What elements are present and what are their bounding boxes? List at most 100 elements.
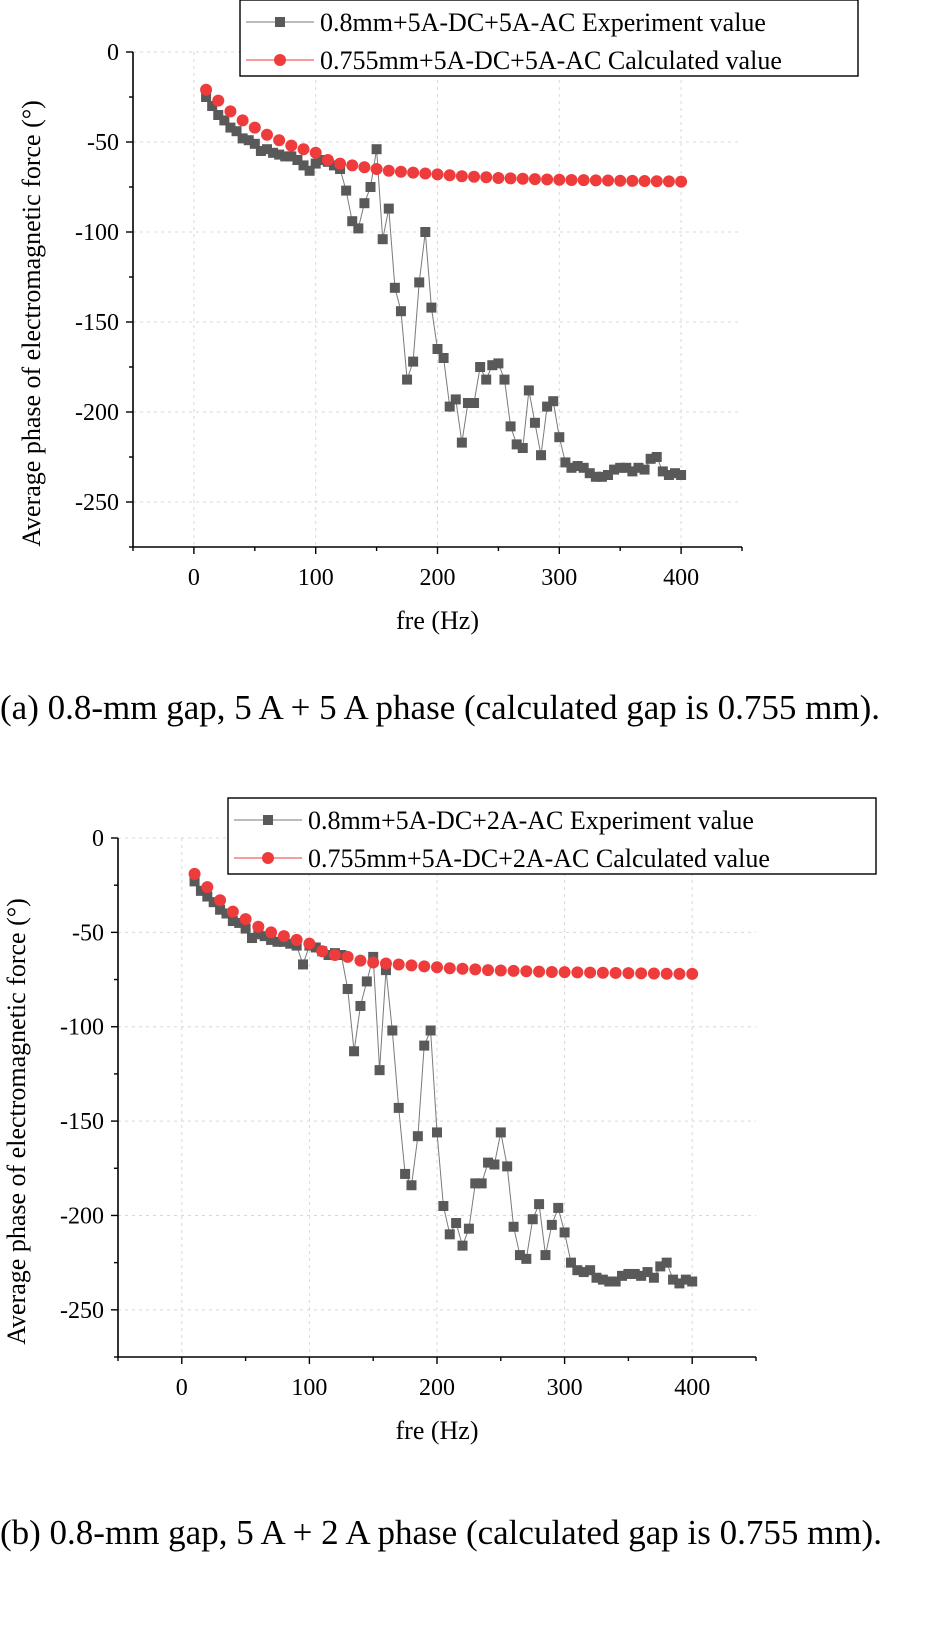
data-point-square: [387, 1025, 398, 1036]
data-point-square: [456, 437, 467, 448]
data-point-square: [462, 398, 473, 408]
data-point-circle: [290, 933, 303, 946]
data-point-circle: [407, 166, 420, 179]
data-point-circle: [394, 165, 407, 178]
data-point-square: [304, 165, 315, 176]
data-point-circle: [589, 174, 602, 187]
x-tick-label: 0: [176, 1375, 188, 1401]
data-point-circle: [443, 169, 456, 182]
data-point-square: [395, 306, 406, 317]
data-point-circle: [443, 962, 456, 975]
data-point-circle: [635, 967, 648, 980]
data-point-circle: [507, 964, 520, 977]
x-tick-label: 400: [674, 1375, 710, 1401]
data-point-circle: [419, 167, 432, 180]
data-point-circle: [533, 965, 546, 978]
legend-marker-circle: [262, 852, 274, 864]
data-point-square: [380, 965, 391, 976]
y-axis-label: Average phase of electromagnetic force (…: [17, 100, 46, 547]
data-point-square: [610, 1276, 621, 1287]
data-point-square: [648, 1272, 659, 1283]
x-tick-label: 200: [419, 1375, 455, 1401]
data-point-square: [674, 1278, 685, 1289]
data-point-square: [280, 151, 291, 162]
data-point-square: [432, 344, 443, 354]
data-point-square: [412, 1131, 423, 1142]
data-point-circle: [545, 965, 558, 978]
data-point-square: [521, 1253, 532, 1264]
data-point-square: [444, 401, 455, 412]
data-point-square: [207, 101, 218, 111]
data-point-circle: [565, 173, 578, 186]
data-point-square: [657, 466, 668, 477]
data-point-square: [246, 933, 257, 944]
data-point-square: [475, 362, 486, 372]
figure-caption-a: (a) 0.8-mm gap, 5 A + 5 A phase (calcula…: [0, 688, 880, 727]
data-point-circle: [328, 949, 341, 962]
y-axis-label: Average phase of electromagnetic force (…: [2, 898, 31, 1345]
data-point-circle: [520, 965, 533, 978]
data-point-square: [553, 1202, 564, 1213]
data-point-circle: [584, 966, 597, 979]
data-point-square: [227, 916, 238, 927]
data-point-square: [371, 144, 382, 155]
data-point-circle: [370, 163, 383, 175]
data-point-circle: [358, 161, 371, 174]
x-tick-label: 300: [541, 565, 577, 591]
data-point-circle: [309, 146, 322, 159]
data-point-circle: [239, 913, 252, 926]
data-point-circle: [660, 967, 673, 980]
data-point-square: [221, 908, 232, 919]
data-point-square: [527, 1214, 538, 1225]
data-point-circle: [614, 174, 627, 187]
data-point-circle: [456, 962, 469, 975]
data-point-square: [476, 1178, 487, 1189]
data-point-circle: [596, 966, 609, 979]
data-point-square: [578, 1267, 589, 1278]
data-point-circle: [188, 867, 201, 880]
data-point-square: [426, 302, 437, 313]
data-point-circle: [626, 174, 639, 187]
data-point-square: [505, 421, 516, 432]
data-point-circle: [686, 967, 699, 980]
data-point-square: [336, 950, 347, 961]
data-point-circle: [224, 105, 237, 118]
data-point-square: [636, 1270, 647, 1281]
data-point-square: [495, 1127, 506, 1138]
data-point-square: [450, 394, 461, 405]
data-point-circle: [260, 128, 273, 141]
legend: 0.8mm+5A-DC+5A-AC Experiment value 0.755m…: [239, 0, 859, 77]
data-point-square: [389, 282, 400, 293]
data-point-square: [406, 1180, 417, 1191]
data-point-square: [316, 155, 327, 165]
data-point-circle: [226, 905, 239, 918]
data-point-circle: [675, 175, 688, 188]
data-point-square: [604, 1276, 615, 1287]
figure-caption-b: (b) 0.8-mm gap, 5 A + 2 A phase (calcula…: [0, 1513, 882, 1552]
y-tick-label: -250: [75, 490, 119, 516]
grid: [133, 51, 742, 547]
data-point-square: [617, 1270, 628, 1281]
data-point-square: [432, 1127, 442, 1138]
data-point-circle: [647, 967, 660, 980]
data-point-square: [483, 1157, 494, 1168]
legend-marker-square: [263, 815, 273, 825]
data-point-square: [487, 360, 498, 371]
data-point-square: [481, 374, 492, 385]
data-point-square: [529, 417, 540, 428]
data-point-square: [508, 1221, 519, 1232]
data-point-square: [374, 1065, 385, 1076]
data-point-square: [402, 374, 413, 385]
x-tick-label: 100: [291, 1375, 327, 1401]
data-point-circle: [277, 930, 290, 943]
data-point-square: [542, 401, 553, 412]
legend-marker-square: [275, 17, 285, 27]
legend-box: [227, 797, 877, 875]
data-point-square: [355, 1000, 366, 1011]
chart-panel-b: 0 -50 -100 -150 -200 -250 0 100 200 300 400 fre (Hz…: [0, 797, 936, 1485]
data-point-square: [548, 396, 559, 407]
legend-box: [239, 0, 859, 77]
legend-label: 0.8mm+5A-DC+2A-AC Experiment value: [308, 806, 754, 835]
data-point-circle: [571, 966, 584, 979]
data-point-circle: [346, 159, 359, 172]
